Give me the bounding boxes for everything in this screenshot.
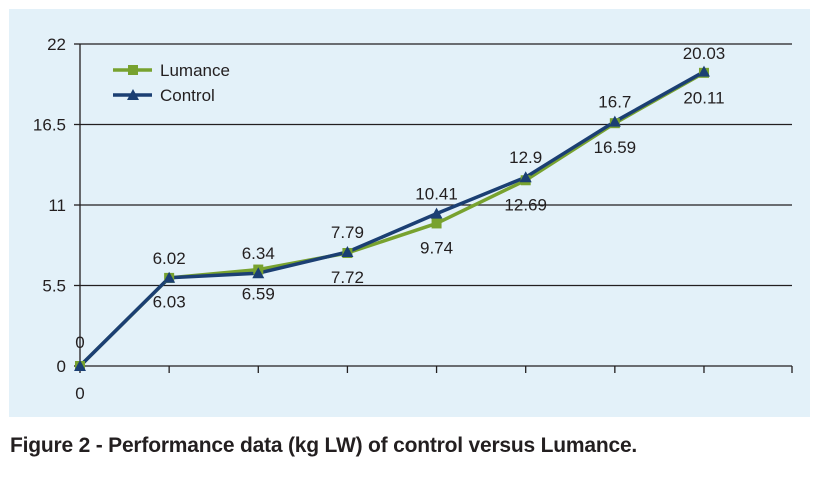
control-data-label: 6.34 <box>242 244 275 263</box>
control-marker-3 <box>341 245 354 257</box>
y-tick-label: 5.5 <box>42 277 66 296</box>
lumance-series-line <box>78 71 705 368</box>
lumance-marker-4 <box>431 218 442 229</box>
legend-label-lumance: Lumance <box>160 61 230 80</box>
lumance-data-label: 9.74 <box>420 238 453 257</box>
lumance-data-label: 6.59 <box>242 285 275 304</box>
control-data-label: 16.7 <box>598 93 631 112</box>
control-marker-4 <box>430 207 443 219</box>
chart-panel <box>9 9 810 417</box>
y-tick-label: 0 <box>57 357 66 376</box>
line-chart: 0 5.5 11 16.5 22 0 6.02 6.59 7.72 9.74 12.69 16.59 2… <box>33 35 793 403</box>
control-marker-6 <box>608 115 621 127</box>
legend-square-marker <box>128 65 138 75</box>
legend-label-control: Control <box>160 86 215 105</box>
lumance-data-label: 12.69 <box>504 195 547 214</box>
lumance-data-label: 7.72 <box>331 268 364 287</box>
legend-triangle-marker <box>127 89 139 100</box>
y-tick-label: 22 <box>47 35 66 54</box>
control-data-label: 7.79 <box>331 223 364 242</box>
control-marker-2 <box>252 267 265 279</box>
y-tick-label: 16.5 <box>33 116 66 135</box>
control-data-label: 12.9 <box>509 148 542 167</box>
lumance-data-label: 20.03 <box>683 44 726 63</box>
control-series-line <box>78 70 705 368</box>
control-data-label: 10.41 <box>415 185 458 204</box>
figure-caption: Figure 2 - Performance data (kg LW) of c… <box>10 434 638 457</box>
control-data-label: 0 <box>75 384 84 403</box>
lumance-data-label: 0 <box>75 333 84 352</box>
control-data-label: 20.11 <box>683 89 724 108</box>
lumance-data-label: 16.59 <box>594 138 637 157</box>
lumance-data-label: 6.02 <box>153 249 186 268</box>
control-marker-0 <box>74 360 86 371</box>
y-tick-label: 11 <box>48 196 66 215</box>
control-marker-7 <box>697 65 710 77</box>
control-data-label: 6.03 <box>153 293 186 312</box>
control-marker-1 <box>163 271 176 283</box>
control-marker-5 <box>519 171 532 183</box>
